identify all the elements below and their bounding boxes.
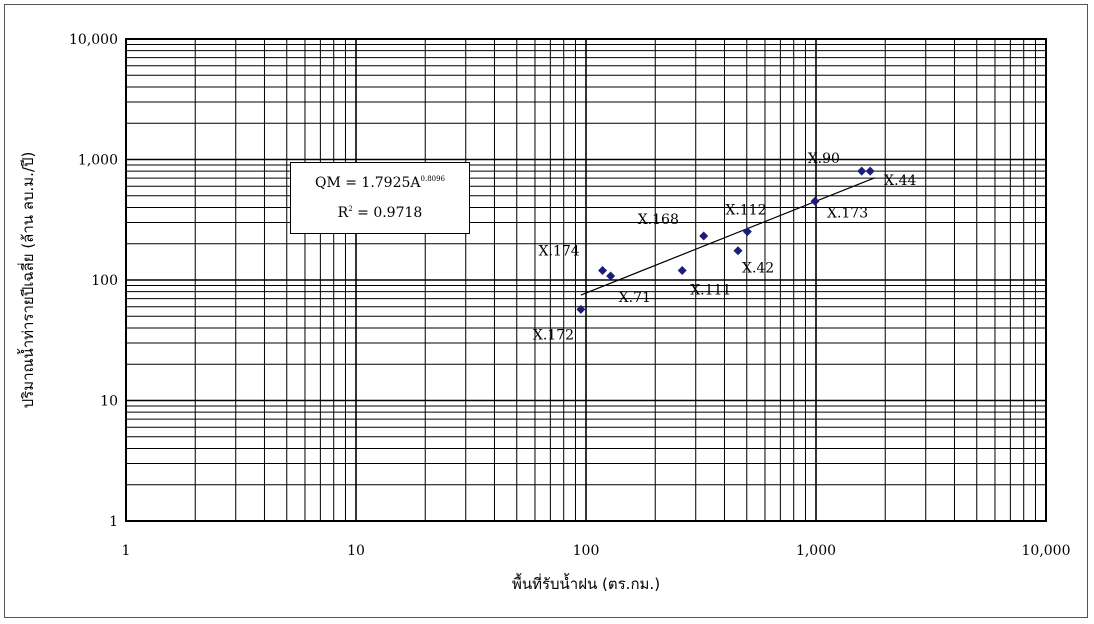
y-tick-labels: 1 10 100 1,000 10,000: [69, 32, 118, 530]
chart-svg: 1 10 100 1,000 10,000 1 10 100 1,000 10,000 X.17…: [17, 32, 1071, 593]
data-point: [576, 304, 586, 314]
x-tick-label: 10,000: [1022, 543, 1071, 559]
point-label: X.42: [742, 261, 774, 277]
data-point: [810, 196, 820, 206]
data-point: [598, 265, 608, 275]
data-point: [677, 265, 687, 275]
chart-frame: 1 10 100 1,000 10,000 1 10 100 1,000 10,000 X.17…: [4, 4, 1088, 618]
data-point: [733, 246, 743, 256]
x-tick-label: 100: [573, 543, 600, 559]
r2-label: R: [337, 205, 349, 221]
point-label: X.112: [725, 203, 766, 219]
point-label: X.174: [539, 243, 580, 259]
gridlines: [125, 39, 1046, 522]
data-points: [576, 166, 875, 314]
equation-box: QM = 1.7925A0.8096 R2 = 0.9718: [290, 162, 470, 234]
r2-value: = 0.9718: [352, 205, 423, 221]
r-squared: R2 = 0.9718: [291, 205, 469, 221]
r2-superscript: 2: [348, 205, 353, 213]
x-axis-label: พื้นที่รับน้ำฝน (ตร.กม.): [512, 573, 660, 593]
point-label: X.172: [533, 327, 574, 343]
data-point: [857, 166, 867, 176]
y-tick-label: 100: [91, 273, 118, 289]
x-tick-label: 10: [347, 543, 365, 559]
x-tick-label: 1,000: [796, 543, 836, 559]
data-point: [699, 231, 709, 241]
equation-text: QM = 1.7925A: [314, 175, 421, 191]
point-label: X.111: [690, 282, 731, 298]
x-tick-labels: 1 10 100 1,000 10,000: [122, 543, 1071, 559]
point-label: X.168: [638, 212, 679, 228]
y-axis-label: ปริมาณน้ำท่ารายปีเฉลี่ย (ล้าน ลบ.ม./ปี): [17, 152, 37, 409]
data-point: [865, 166, 875, 176]
point-label: X.71: [619, 290, 651, 306]
trendline: [580, 177, 875, 296]
y-tick-label: 1,000: [78, 153, 118, 169]
y-tick-label: 10: [100, 394, 118, 410]
point-label: X.44: [884, 173, 916, 189]
point-label: X.173: [827, 205, 868, 221]
point-label: X.90: [808, 151, 840, 167]
equation-exponent: 0.8096: [420, 175, 446, 183]
y-tick-label: 1: [109, 514, 118, 530]
regression-equation: QM = 1.7925A0.8096: [291, 175, 469, 191]
point-labels: X.172 X.174 X.71 X.111 X.168 X.42 X.112 X.173 X.…: [533, 151, 917, 343]
plot-area: [125, 38, 1047, 522]
data-point: [606, 271, 616, 281]
x-tick-label: 1: [122, 543, 131, 559]
data-point: [742, 227, 752, 237]
y-tick-label: 10,000: [69, 32, 118, 48]
